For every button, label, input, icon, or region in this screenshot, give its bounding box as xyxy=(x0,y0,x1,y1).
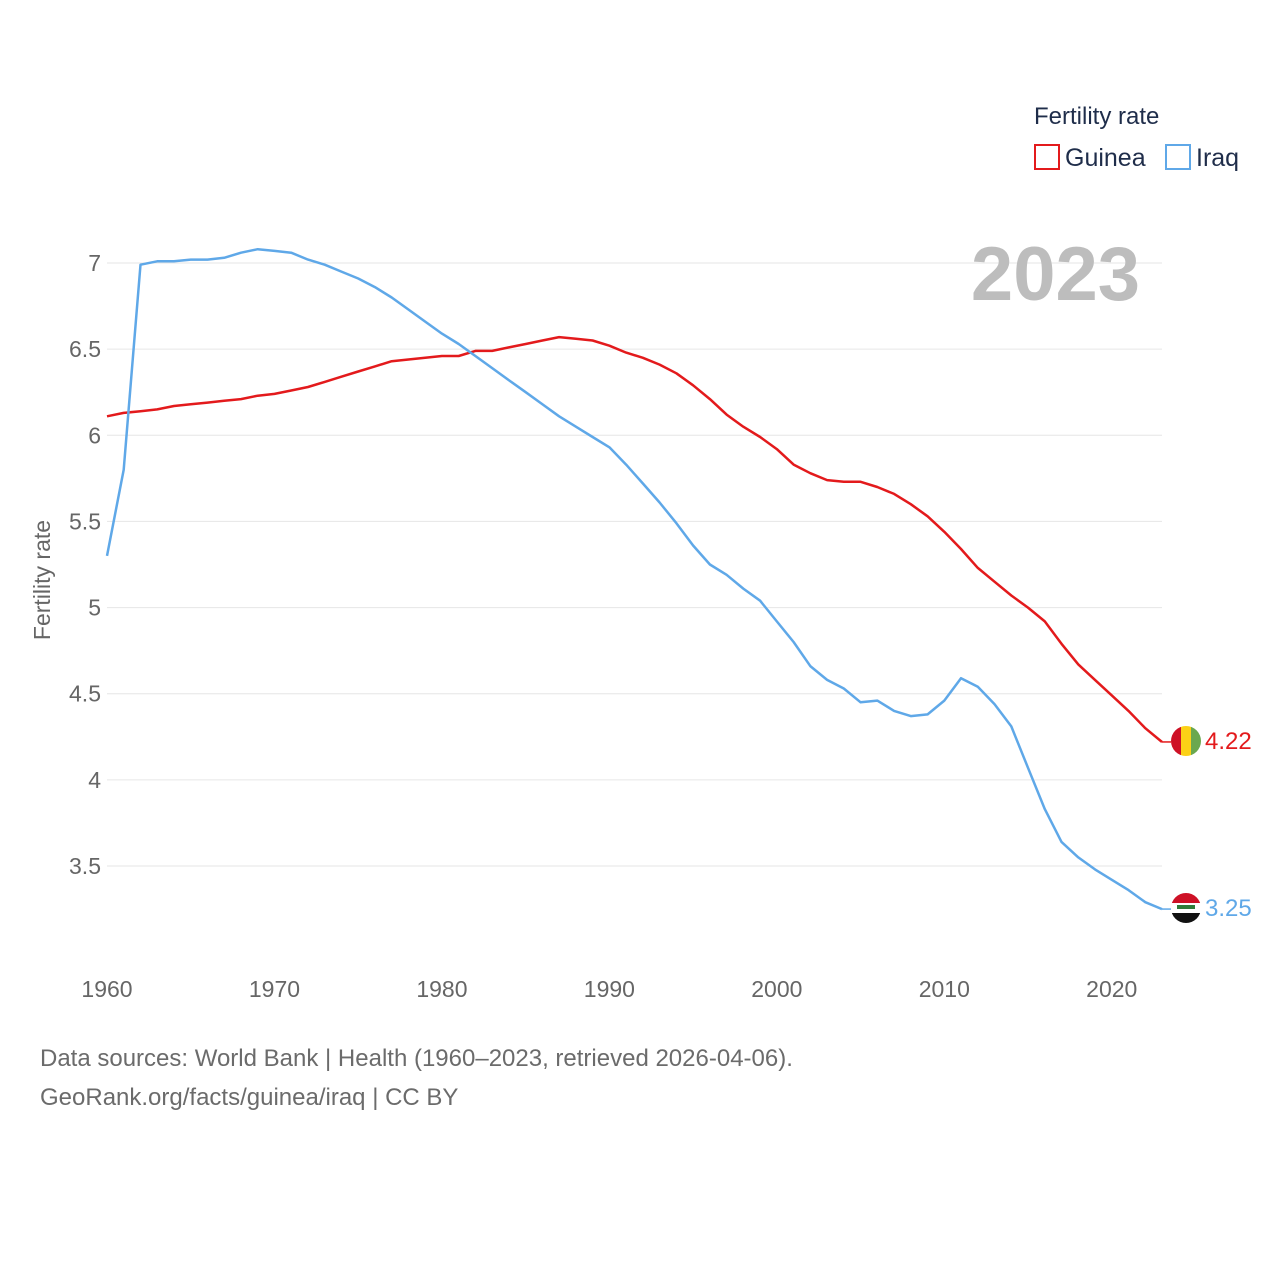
guinea-flag-icon xyxy=(1171,726,1201,756)
x-tick-label: 1990 xyxy=(584,976,635,1002)
x-tick-label: 1960 xyxy=(81,976,132,1002)
legend-swatch-iraq xyxy=(1165,144,1191,170)
end-value-iraq: 3.25 xyxy=(1205,895,1252,922)
y-axis-ticks: 3.5 4 4.5 5 5.5 6 6.5 7 xyxy=(69,250,101,879)
x-axis-ticks: 1960 1970 1980 1990 2000 2010 2020 xyxy=(81,976,1137,1002)
legend-label-guinea: Guinea xyxy=(1065,144,1146,172)
x-tick-label: 1970 xyxy=(249,976,300,1002)
x-tick-label: 2000 xyxy=(751,976,802,1002)
gridlines xyxy=(107,262,1162,867)
y-tick-label: 6.5 xyxy=(69,336,101,362)
x-tick-label: 2020 xyxy=(1086,976,1137,1002)
x-tick-label: 1980 xyxy=(416,976,467,1002)
y-tick-label: 4 xyxy=(88,767,101,793)
legend-label-iraq: Iraq xyxy=(1196,144,1239,172)
y-axis-title: Fertility rate xyxy=(29,520,55,640)
y-tick-label: 5.5 xyxy=(69,508,101,534)
end-value-guinea: 4.22 xyxy=(1205,728,1252,755)
series-line-guinea[interactable] xyxy=(106,335,1163,743)
legend: Fertility rate Guinea Iraq xyxy=(1034,103,1239,172)
y-tick-label: 4.5 xyxy=(69,681,101,707)
x-tick-label: 2010 xyxy=(919,976,970,1002)
series-line-iraq[interactable] xyxy=(105,247,1163,911)
legend-swatch-guinea xyxy=(1034,144,1060,170)
y-tick-label: 6 xyxy=(88,422,101,448)
footer-sources: Data sources: World Bank | Health (1960–… xyxy=(40,1045,793,1072)
y-tick-label: 7 xyxy=(88,250,101,276)
y-tick-label: 5 xyxy=(88,595,101,621)
iraq-flag-icon xyxy=(1171,893,1201,923)
y-tick-label: 3.5 xyxy=(69,853,101,879)
year-label: 2023 xyxy=(971,232,1140,317)
footer-license[interactable]: GeoRank.org/facts/guinea/iraq | CC BY xyxy=(40,1084,459,1111)
legend-title: Fertility rate xyxy=(1034,103,1159,130)
series-layer xyxy=(105,247,1171,911)
legend-item-guinea[interactable]: Guinea xyxy=(1034,144,1146,172)
legend-item-iraq[interactable]: Iraq xyxy=(1165,144,1239,172)
